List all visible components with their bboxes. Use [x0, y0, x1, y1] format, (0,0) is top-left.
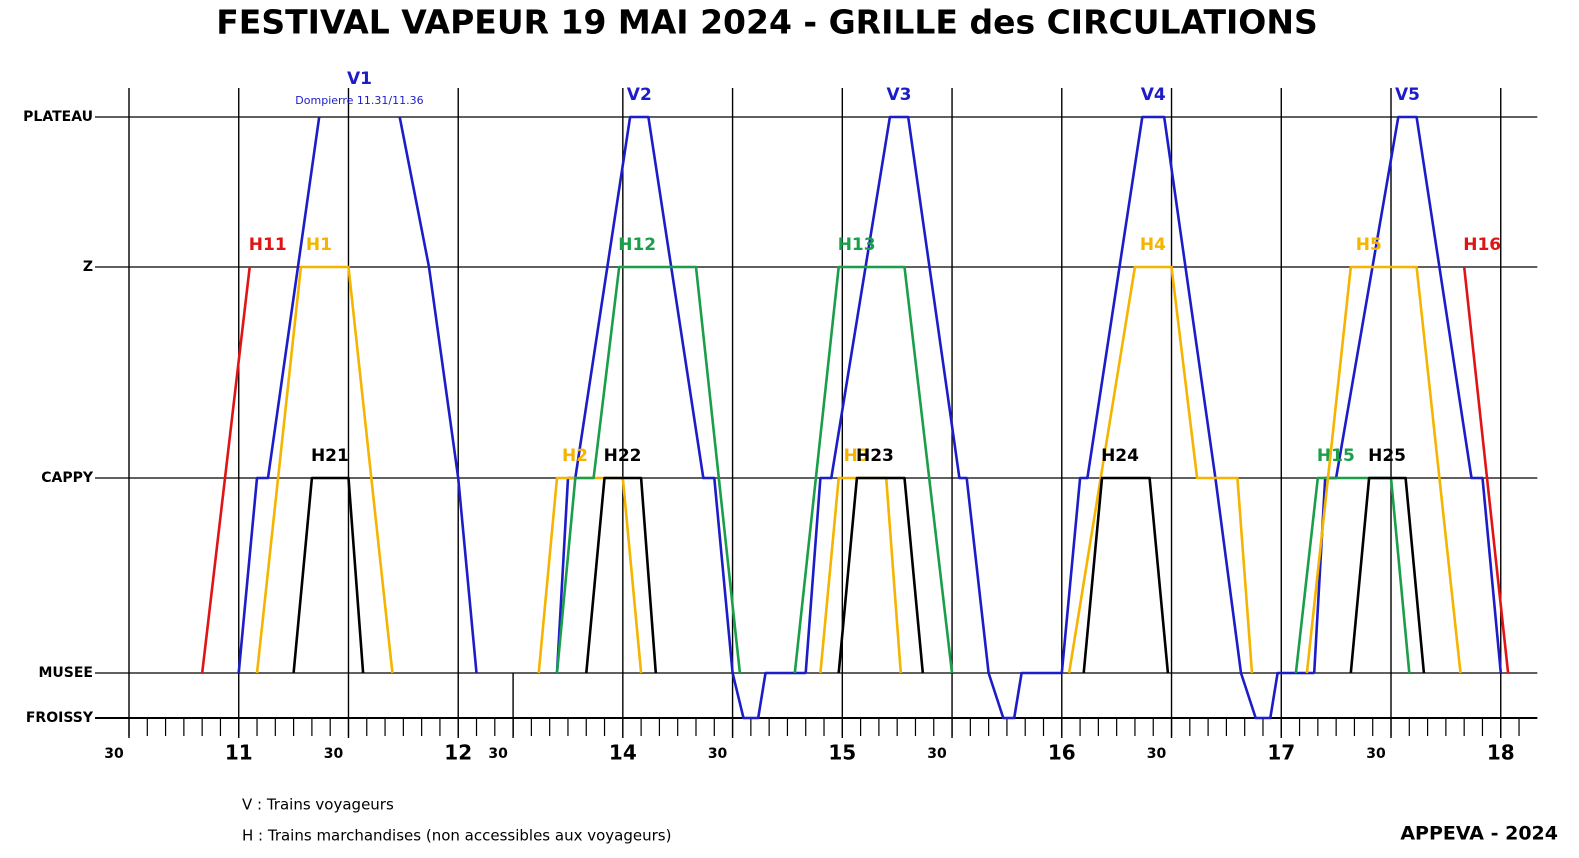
x-tick-label: 30: [708, 746, 728, 762]
train-path: [237, 116, 321, 674]
train-path: [1067, 265, 1254, 674]
train-path: [200, 266, 251, 674]
train-label: H23: [856, 446, 894, 466]
train-path: [292, 476, 365, 674]
x-tick-label: 15: [828, 741, 856, 765]
chart-title: FESTIVAL VAPEUR 19 MAI 2024 - GRILLE des…: [216, 3, 1318, 42]
train-path: [1312, 115, 1503, 674]
train-label: V2: [627, 85, 652, 105]
x-tick-label: 14: [609, 741, 637, 765]
train-label: V1: [347, 69, 372, 89]
train-label: H15: [1317, 446, 1355, 466]
train-label: V4: [1141, 85, 1166, 105]
train-path: [255, 265, 394, 674]
station-label: PLATEAU: [23, 109, 93, 125]
train-label: H3: [844, 446, 870, 466]
train-note: Dompierre 11.31/11.36: [295, 94, 423, 107]
legend-note: V : Trains voyageurs: [242, 796, 394, 814]
x-tick-label: 30: [104, 746, 124, 762]
train-path: [804, 115, 1062, 720]
train-label: H4: [1140, 235, 1166, 255]
train-label: H21: [311, 446, 349, 466]
x-tick-label: 30: [324, 746, 344, 762]
train-path: [1349, 476, 1426, 674]
station-label: CAPPY: [41, 470, 94, 486]
train-label: V5: [1395, 85, 1420, 105]
x-tick-label: 18: [1487, 741, 1515, 765]
train-path: [819, 476, 903, 674]
train-label: H1: [306, 235, 332, 255]
train-path: [585, 476, 658, 674]
x-tick-label: 17: [1267, 741, 1295, 765]
train-label: H11: [249, 235, 287, 255]
train-label: H25: [1368, 446, 1406, 466]
train-label: H13: [838, 235, 876, 255]
x-tick-label: 30: [1366, 746, 1386, 762]
train-path: [555, 115, 806, 720]
train-path: [398, 116, 478, 674]
train-path: [555, 265, 742, 674]
train-label: H16: [1463, 235, 1501, 255]
x-tick-label: 30: [927, 746, 947, 762]
legend-note: H : Trains marchandises (non accessibles…: [242, 827, 671, 845]
train-path: [1294, 476, 1411, 674]
station-label: FROISSY: [26, 710, 94, 726]
station-label: Z: [83, 259, 93, 275]
train-label: H12: [618, 235, 656, 255]
x-tick-label: 11: [225, 741, 253, 765]
train-label: H24: [1101, 446, 1139, 466]
train-path: [1305, 265, 1462, 674]
train-path: [1060, 115, 1315, 720]
station-label: MUSEE: [38, 665, 93, 681]
train-label: H2: [562, 446, 588, 466]
x-tick-label: 12: [444, 741, 472, 765]
train-path: [1462, 266, 1510, 674]
train-label: H22: [604, 446, 642, 466]
x-tick-label: 16: [1048, 741, 1076, 765]
train-path: [793, 265, 954, 674]
credit: APPEVA - 2024: [1400, 823, 1558, 845]
train-path: [1082, 476, 1170, 674]
x-tick-label: 30: [488, 746, 508, 762]
train-path: [837, 476, 925, 674]
train-label: H5: [1356, 235, 1382, 255]
train-label: V3: [887, 85, 912, 105]
x-tick-label: 30: [1147, 746, 1167, 762]
